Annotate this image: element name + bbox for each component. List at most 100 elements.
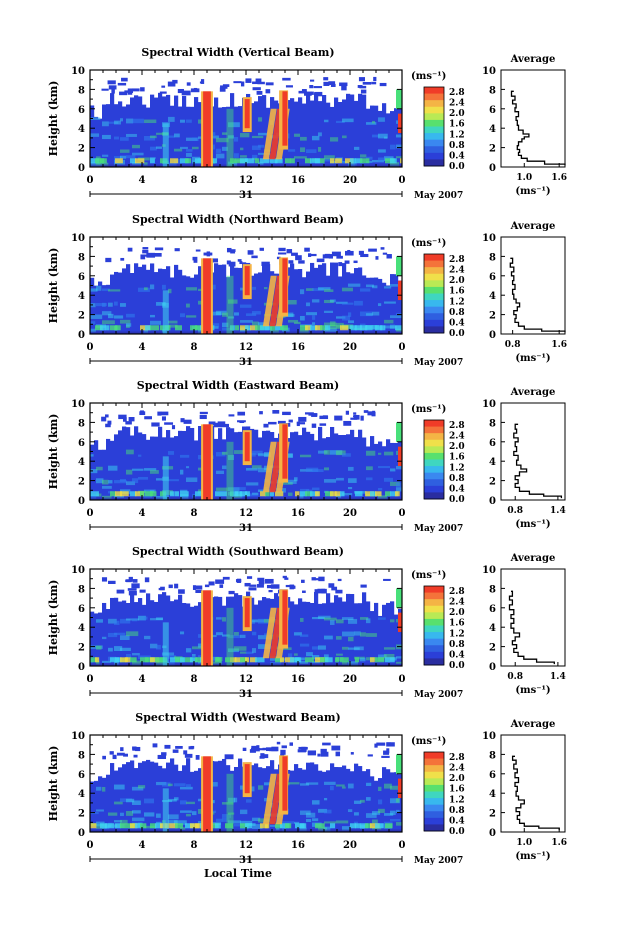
echo-band [174, 148, 183, 152]
colorbar-tick-label: 2.4 [449, 764, 465, 774]
surface-strip [120, 657, 128, 663]
echo-band [150, 157, 156, 160]
echo-band [240, 651, 247, 654]
colorbar-segment [424, 152, 444, 160]
colorbar-tick-label: 2.0 [449, 608, 465, 618]
echo-column [322, 95, 327, 167]
echo-speckle [177, 88, 184, 94]
colorbar-tick-label: 0.4 [449, 816, 465, 826]
echo-speckle [360, 415, 364, 421]
colorbar-frame [423, 253, 445, 334]
echo-band [372, 134, 380, 138]
echo-column [110, 93, 115, 167]
echo-speckle [171, 425, 176, 430]
echo-band [108, 302, 113, 307]
echo-column [398, 441, 402, 500]
echo-column [258, 767, 263, 832]
surface-strip [300, 491, 307, 497]
surface-strip [135, 158, 145, 164]
surface-strip [315, 491, 320, 497]
surface-strip [175, 325, 182, 331]
echo-band [312, 135, 320, 141]
colorbar-tick-label: 2.0 [449, 774, 465, 784]
surface-strip [125, 823, 135, 829]
echo-band [288, 319, 299, 323]
echo-band [300, 147, 306, 153]
echo-column [138, 762, 143, 832]
echo-speckle [109, 751, 114, 755]
echo-column [242, 606, 247, 666]
echo-band [342, 135, 347, 139]
surface-strip [285, 158, 291, 164]
echo-band [156, 781, 167, 786]
echo-band [348, 466, 354, 471]
y-tick-label: 6 [78, 272, 85, 283]
echo-band [108, 480, 113, 484]
surface-strip [95, 325, 103, 331]
echo-column [170, 601, 175, 666]
echo-band [348, 661, 358, 666]
surface-strip [130, 491, 137, 497]
echo-band [282, 826, 287, 832]
colorbar-tick-label: 0.0 [449, 329, 465, 339]
echo-band [324, 797, 328, 801]
edge-streak [398, 113, 402, 134]
surface-strip [365, 823, 372, 829]
echo-column [114, 770, 119, 832]
slanted-streak [262, 607, 277, 659]
surface-strip [310, 325, 318, 331]
echo-speckle [220, 85, 228, 89]
echo-band [180, 827, 186, 830]
echo-band [144, 825, 156, 829]
average-y-tick-label: 10 [482, 731, 496, 742]
echo-speckle [266, 584, 273, 589]
echo-band [144, 468, 157, 471]
echo-speckle [269, 748, 278, 752]
echo-speckle [362, 81, 372, 85]
echo-speckle [376, 742, 386, 746]
echo-speckle [285, 584, 295, 588]
echo-speckle [204, 584, 210, 588]
echo-column [230, 770, 235, 832]
echo-band [366, 156, 373, 160]
echo-column [226, 765, 231, 832]
echo-band [186, 648, 192, 653]
echo-column [378, 441, 383, 500]
average-y-tick-label: 4 [489, 789, 496, 800]
echo-band [258, 132, 268, 136]
echo-band [378, 786, 382, 792]
day-label: 31 [239, 357, 253, 368]
echo-column [342, 434, 347, 500]
echo-column [290, 98, 295, 167]
echo-column [242, 97, 247, 167]
echo-column [310, 602, 315, 666]
colorbar-tick-label: 1.6 [449, 287, 465, 297]
echo-band [132, 810, 141, 814]
echo-speckle [381, 755, 390, 758]
surface-strip [110, 491, 116, 497]
echo-speckle [188, 746, 194, 750]
y-tick-label: 6 [78, 438, 85, 449]
echo-band [228, 122, 240, 128]
broad-blob [244, 266, 250, 296]
echo-column [98, 281, 103, 334]
surface-strip [320, 325, 329, 331]
echo-column [198, 102, 203, 167]
surface-strip [310, 158, 320, 164]
y-tick-label: 6 [78, 770, 85, 781]
echo-band [108, 812, 118, 816]
echo-band [258, 144, 265, 148]
colorbar-frame [423, 86, 445, 167]
echo-speckle [154, 252, 162, 257]
echo-band [324, 781, 336, 785]
echo-band [186, 303, 190, 308]
echo-band [186, 784, 191, 788]
echo-column [338, 101, 343, 167]
echo-band [258, 635, 271, 640]
echo-column [222, 758, 227, 832]
surface-strip [350, 823, 356, 829]
echo-column [326, 593, 331, 666]
surface-strip [325, 325, 331, 331]
echo-column [98, 776, 103, 832]
echo-speckle [172, 749, 179, 753]
